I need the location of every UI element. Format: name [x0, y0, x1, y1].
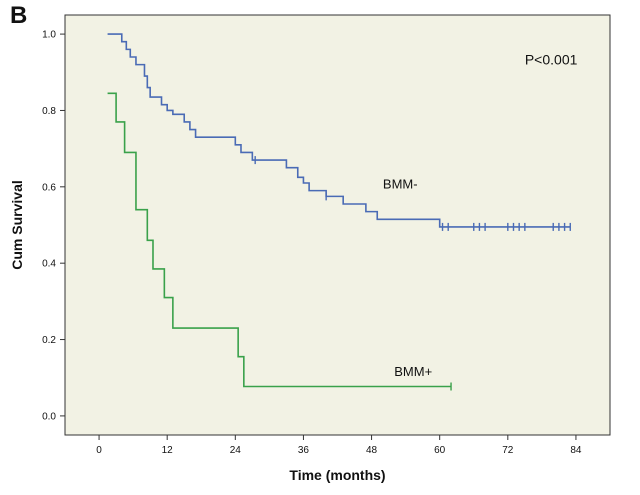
series-line-bmmpos — [107, 92, 452, 388]
x-tick-label: 12 — [162, 445, 174, 456]
axes: 0 12 24 36 48 60 72 84 0.0 0.2 0.4 0.6 0.8 1.0 — [42, 30, 582, 456]
series-label: BMM+ — [394, 364, 432, 379]
y-tick-label: 0.0 — [42, 411, 56, 422]
y-tick-label: 0.8 — [42, 106, 56, 117]
p-value-annotation: P<0.001 — [525, 52, 578, 68]
panel-label: B — [10, 2, 28, 29]
x-tick-label: 72 — [502, 445, 514, 456]
series-layer: BMM- BMM+ — [107, 33, 571, 391]
x-tick-label: 48 — [366, 445, 378, 456]
x-tick-label: 36 — [298, 445, 310, 456]
x-tick-label: 0 — [96, 445, 102, 456]
y-tick-label: 0.2 — [42, 335, 56, 346]
x-axis-label: Time (months) — [289, 467, 385, 483]
y-tick-label: 0.6 — [42, 182, 56, 193]
series-line-bmm — [107, 33, 571, 228]
series-label: BMM- — [383, 177, 418, 192]
x-tick-label: 60 — [434, 445, 446, 456]
x-tick-label: 24 — [230, 445, 242, 456]
y-tick-label: 0.4 — [42, 259, 56, 270]
y-tick-label: 1.0 — [42, 30, 56, 41]
x-tick-label: 84 — [570, 445, 582, 456]
y-axis-label: Cum Survival — [9, 180, 25, 269]
